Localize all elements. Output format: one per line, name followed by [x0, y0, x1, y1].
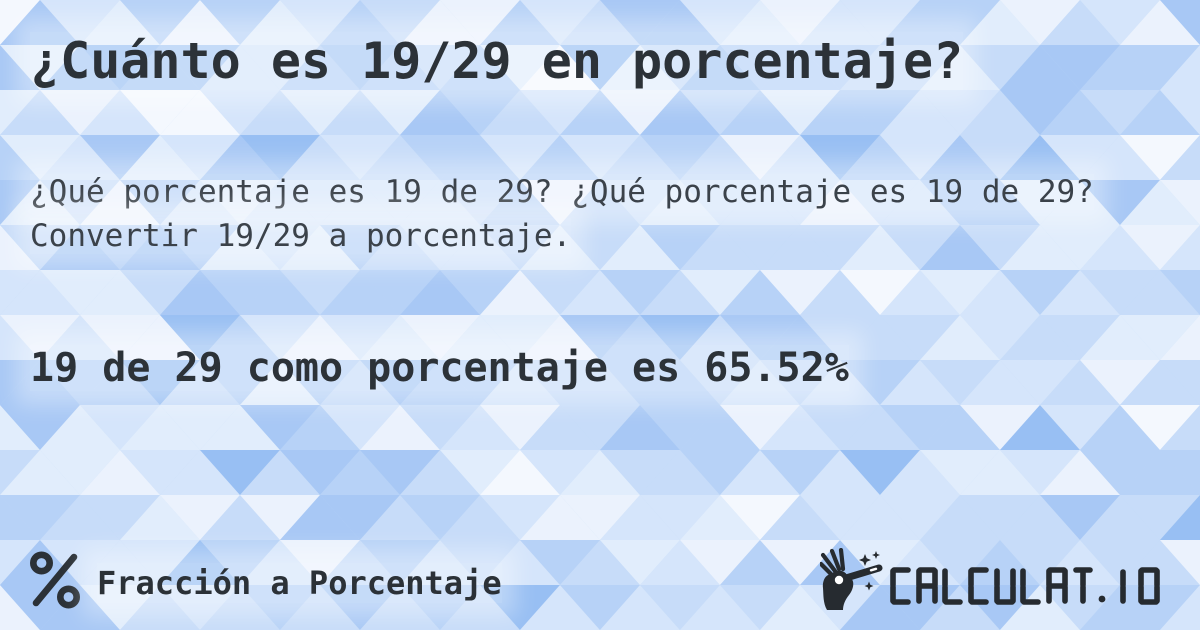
answer-text-content: 19 de 29 como porcentaje es 65.52% [30, 345, 849, 391]
category-badge: Fracción a Porcentaje [30, 551, 502, 609]
category-label: Fracción a Porcentaje [97, 563, 502, 603]
percent-icon [30, 551, 80, 609]
answer-text: 19 de 29 como porcentaje es 65.52% [30, 344, 849, 392]
question-text-content: ¿Qué porcentaje es 19 de 29? ¿Qué porcen… [30, 174, 1094, 254]
magic-wand-hand-icon [820, 548, 883, 610]
question-text: ¿Qué porcentaje es 19 de 29? ¿Qué porcen… [30, 170, 1158, 258]
page-title-text: ¿Cuánto es 19/29 en porcentaje? [30, 32, 964, 90]
page-title: ¿Cuánto es 19/29 en porcentaje? [30, 32, 964, 90]
brand-logo [820, 548, 1161, 612]
brand-wordmark [890, 567, 1160, 605]
